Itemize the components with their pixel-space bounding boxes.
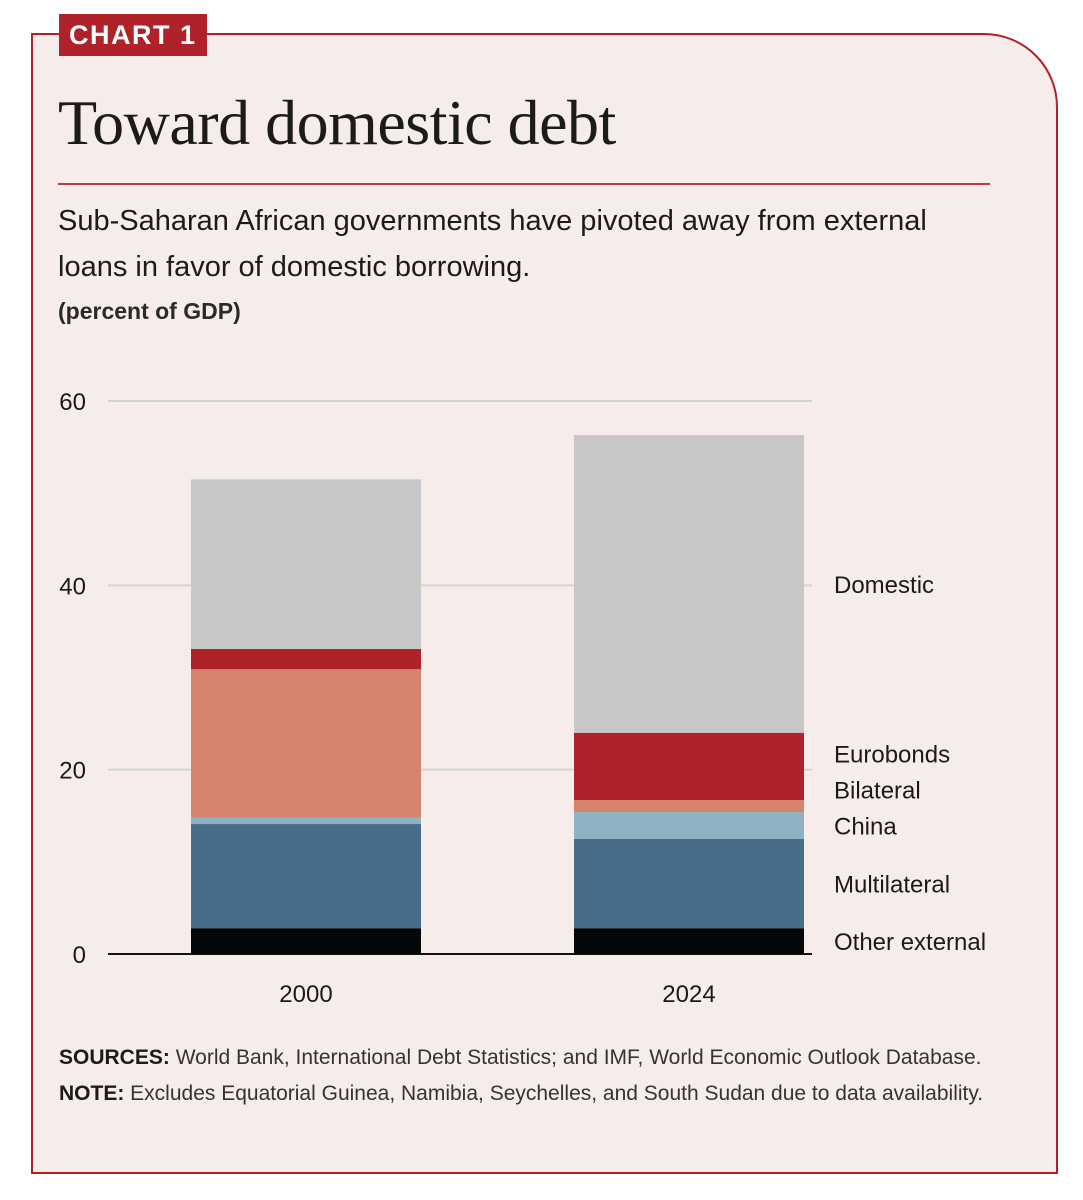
title-rule [58,183,990,185]
bar-2024-domestic [574,435,804,733]
source-notes: SOURCES: World Bank, International Debt … [59,1040,989,1112]
series-label-bilateral: Bilateral [834,777,921,804]
bar-2024-eurobonds [574,732,804,801]
bar-2024-bilateral [574,800,804,813]
bar-2000-bilateral [191,669,421,818]
sources-text: World Bank, International Debt Statistic… [175,1046,982,1069]
bar-2000-multilateral [191,824,421,929]
units-label: (percent of GDP) [58,298,241,324]
y-tick-label-0: 0 [73,942,86,969]
series-label-domestic: Domestic [834,572,934,599]
chart-title: Toward domestic debt [58,87,616,158]
y-tick-label-20: 20 [59,758,86,785]
bar-2024-other-external [574,928,804,954]
note-text: Excludes Equatorial Guinea, Namibia, Sey… [130,1082,984,1105]
bar-2000-other-external [191,928,421,954]
y-tick-label-60: 60 [59,389,86,416]
series-label-other-external: Other external [834,929,986,956]
bar-2000-domestic [191,479,421,649]
note-label: NOTE: [59,1082,125,1105]
bar-2000-eurobonds [191,648,421,670]
sources-label: SOURCES: [59,1046,170,1069]
series-label-multilateral: Multilateral [834,871,950,898]
bar-2024-china [574,812,804,839]
y-tick-label-40: 40 [59,573,86,600]
bar-2000-china [191,817,421,825]
x-tick-label-2024: 2024 [662,981,715,1008]
x-tick-label-2000: 2000 [279,981,332,1008]
chart-number-tag: CHART 1 [59,14,207,56]
series-label-china: China [834,813,897,840]
chart-subtitle: Sub-Saharan African governments have piv… [58,205,927,283]
bar-2024-multilateral [574,838,804,929]
series-label-eurobonds: Eurobonds [834,741,950,768]
labels: 0 20 40 60 2000 2024 Other external Multilatera… [59,389,986,1008]
bars [191,435,804,954]
